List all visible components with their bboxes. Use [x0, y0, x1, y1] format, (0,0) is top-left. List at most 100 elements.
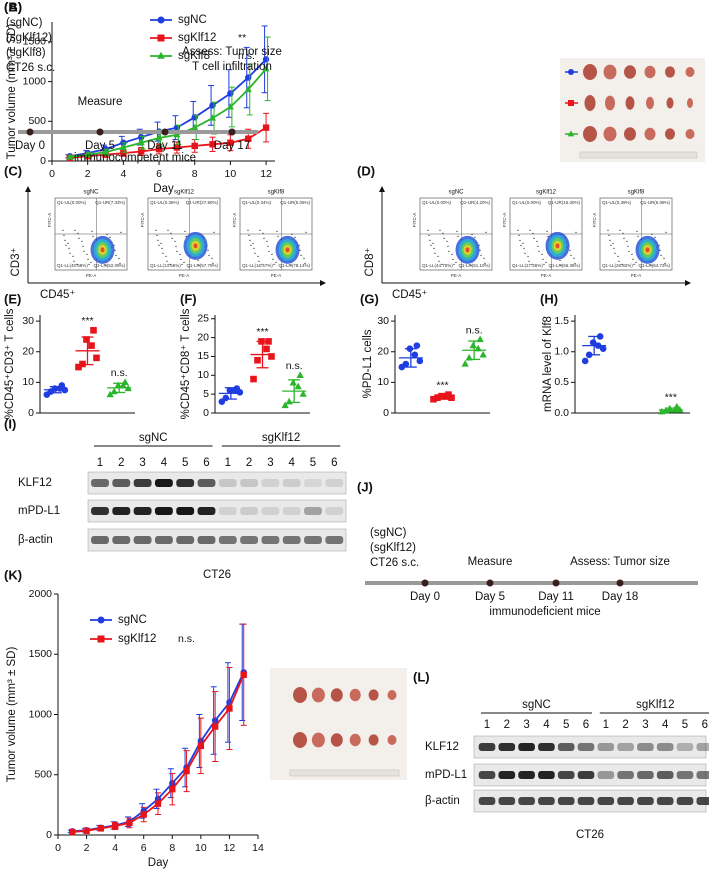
lane-number: 1	[225, 457, 231, 469]
event-dot	[171, 237, 173, 239]
event-dot	[174, 240, 176, 242]
tumor	[685, 129, 695, 139]
event-dot	[430, 244, 432, 246]
data-point	[262, 65, 270, 72]
band	[91, 536, 109, 544]
y-tick-label: 500	[34, 769, 52, 781]
event-dot	[570, 254, 572, 256]
y-axis-label: %CD45⁺CD8⁺ T cells	[180, 308, 192, 419]
event-dot	[542, 258, 544, 260]
band	[597, 743, 615, 751]
lane-number: 4	[288, 457, 295, 469]
cell-line: CT26	[203, 569, 231, 581]
tumor	[687, 98, 693, 108]
significance: ***	[81, 315, 93, 327]
tumor	[644, 65, 656, 79]
band	[218, 479, 237, 487]
event-dot	[183, 261, 185, 263]
event-dot	[185, 235, 187, 237]
data-point	[245, 135, 252, 142]
data-point	[126, 819, 133, 827]
y-tick-label: 0	[40, 155, 46, 167]
event-dot	[519, 239, 521, 241]
significance: n.s.	[178, 633, 195, 645]
data-point	[58, 382, 66, 389]
x-tick-label: 14	[252, 842, 264, 854]
axis-channel: PE-A	[451, 273, 462, 278]
band	[617, 743, 634, 751]
panel-label: (C)	[4, 163, 22, 178]
lane-number: 3	[267, 457, 273, 469]
tumor	[387, 735, 397, 745]
event-dot	[175, 245, 177, 247]
band	[176, 479, 195, 487]
event-dot	[88, 263, 90, 265]
significance: n.s.	[286, 360, 303, 372]
event-dot	[276, 230, 278, 232]
tumor	[625, 96, 635, 110]
quadrant-label: Q1-LR(64.73%)	[638, 263, 670, 268]
mice-label: immunocompetent mice	[74, 152, 196, 164]
y-tick-label: 1000	[29, 708, 53, 720]
event-dot	[72, 255, 74, 257]
event-dot	[180, 258, 182, 260]
event-dot	[167, 229, 169, 231]
significance: n.s.	[238, 50, 255, 62]
lane-number: 5	[563, 719, 569, 731]
band	[133, 507, 152, 515]
data-point	[226, 705, 233, 712]
blot-strip	[87, 528, 347, 552]
y-tick-label: 1.5	[554, 315, 569, 327]
tumor	[583, 126, 597, 142]
event-dot	[621, 263, 623, 265]
event-dot	[118, 257, 120, 259]
event-dot	[660, 254, 662, 256]
data-point	[416, 357, 424, 365]
lane-number: 2	[246, 457, 252, 469]
axis-channel: FITC-A	[502, 213, 507, 228]
legend-marker	[567, 130, 575, 137]
flow-y-label: CD8⁺	[364, 247, 376, 276]
data-point	[262, 124, 270, 131]
data-point	[599, 345, 607, 352]
data-point	[84, 150, 92, 158]
event-dot	[437, 255, 439, 257]
event-dot	[252, 242, 254, 244]
x-tick-label: 6	[156, 168, 162, 180]
data-point	[90, 327, 97, 334]
data-point	[169, 786, 176, 793]
event-dot	[120, 231, 122, 233]
event-dot	[607, 229, 609, 231]
data-point	[211, 723, 219, 730]
event-dot	[91, 230, 93, 232]
y-tick-label: 10	[377, 376, 389, 388]
band	[597, 797, 615, 805]
row-label: KLF12	[425, 741, 459, 753]
band	[240, 507, 259, 515]
event-dot	[636, 230, 638, 232]
band	[518, 797, 535, 805]
tumor	[583, 64, 597, 80]
event-dot	[524, 252, 526, 254]
quadrant-label: Q1-UR(7.33%)	[95, 200, 125, 205]
event-dot	[439, 229, 441, 231]
setup-text: (sgNC)	[370, 527, 407, 539]
tumor	[624, 65, 636, 79]
group-label: sgNC	[139, 432, 168, 444]
tumor	[603, 126, 617, 142]
legend-label: sgKlf12	[118, 633, 156, 645]
event-dot	[273, 263, 275, 265]
event-dot	[74, 229, 76, 231]
band	[112, 479, 131, 487]
quadrant-label: Q1-UL(0.00%)	[422, 200, 452, 205]
event-dot	[304, 262, 306, 264]
lane-number: 2	[622, 719, 628, 731]
row-label: mPD-L1	[425, 769, 467, 781]
y-tick-label: 2000	[29, 588, 53, 600]
y-tick-label: 1.0	[554, 346, 569, 358]
event-dot	[610, 244, 612, 246]
y-tick-label: 0	[203, 407, 209, 419]
event-dot	[663, 257, 665, 259]
row-label: β-actin	[18, 534, 53, 546]
tumor	[330, 733, 343, 747]
